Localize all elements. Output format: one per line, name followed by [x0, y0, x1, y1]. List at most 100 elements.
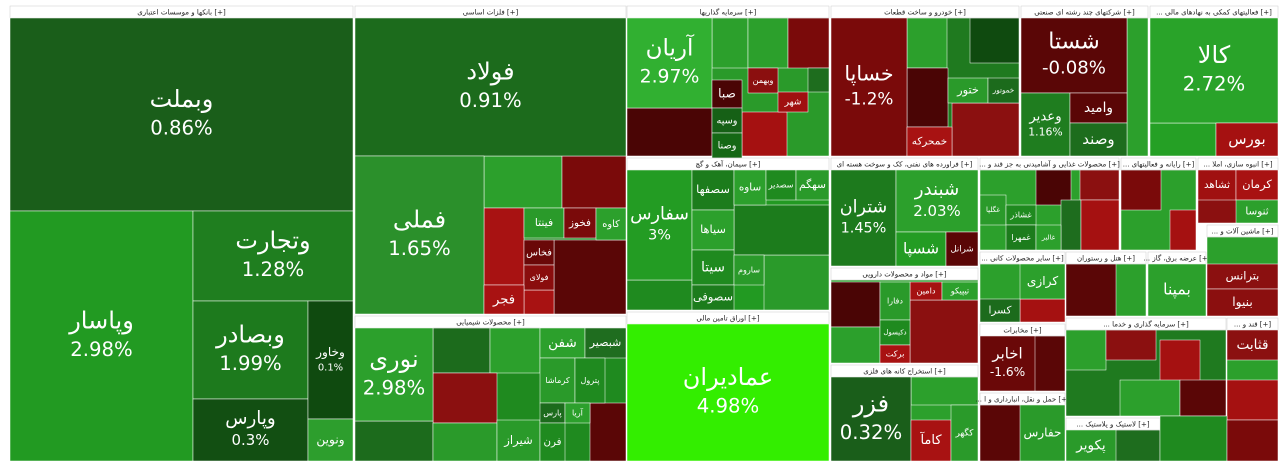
- sector-header[interactable]: [830, 267, 979, 281]
- stock-tile[interactable]: [910, 419, 952, 462]
- stock-tile[interactable]: [830, 17, 908, 157]
- sector-header[interactable]: [1206, 224, 1279, 238]
- stock-tile[interactable]: [879, 344, 911, 364]
- stock-symbol[interactable]: کرماشا: [545, 375, 570, 385]
- stock-symbol[interactable]: برکت: [886, 349, 905, 359]
- stock-symbol[interactable]: فینتا: [535, 216, 553, 229]
- stock-tile[interactable]: [595, 207, 627, 241]
- stock-symbol[interactable]: ثنوسا: [1245, 206, 1268, 218]
- stock-tile[interactable]: [574, 357, 606, 404]
- stock-tile[interactable]: [1020, 17, 1128, 94]
- stock-change[interactable]: 1.99%: [219, 352, 282, 375]
- sector-header[interactable]: [1065, 317, 1227, 331]
- sector-title[interactable]: ... حمل و نقل، انبارداری و ا [+]: [975, 396, 1070, 404]
- stock-symbol[interactable]: کسرا: [989, 305, 1012, 317]
- stock-symbol[interactable]: پترول: [581, 375, 600, 385]
- stock-tile[interactable]: [584, 327, 627, 359]
- stock-symbol[interactable]: حفارس: [1023, 426, 1061, 441]
- stock-tile[interactable]: [733, 169, 767, 206]
- stock-change[interactable]: -1.2%: [845, 88, 894, 108]
- stock-tile[interactable]: [895, 231, 947, 267]
- stock-tile[interactable]: [879, 281, 911, 321]
- stock-symbol[interactable]: ونوین: [316, 433, 344, 448]
- stock-tile[interactable]: [979, 194, 1007, 226]
- stock-symbol[interactable]: شرانل: [950, 245, 973, 255]
- sector-header[interactable]: [626, 5, 830, 19]
- stock-symbol[interactable]: وخاور: [315, 345, 345, 360]
- stock-symbol[interactable]: وتجارت: [235, 227, 310, 255]
- stock-tile[interactable]: [9, 210, 194, 462]
- stock-change[interactable]: 1.65%: [388, 237, 451, 260]
- stock-symbol[interactable]: سصدیر: [768, 180, 794, 190]
- stock-symbol[interactable]: شسپا: [903, 240, 939, 259]
- stock-symbol[interactable]: کامآ: [919, 432, 942, 448]
- stock-symbol[interactable]: فولاد: [466, 58, 514, 86]
- stock-tile[interactable]: [354, 155, 485, 315]
- stock-symbol[interactable]: بنیوا: [1232, 295, 1253, 310]
- stock-tile[interactable]: [830, 376, 912, 462]
- sector-title[interactable]: فراورده های نفتی، کک و سوخت هسته ای [+]: [837, 161, 973, 169]
- stock-symbol[interactable]: فملی: [393, 206, 446, 234]
- stock-tile[interactable]: [307, 300, 354, 420]
- stock-symbol[interactable]: وصند: [1082, 130, 1114, 148]
- stock-tile[interactable]: [777, 91, 809, 113]
- stock-symbol[interactable]: فخوز: [568, 217, 591, 229]
- stock-tile[interactable]: [941, 281, 979, 301]
- sector-title[interactable]: مواد و محصولات دارویی [+]: [862, 271, 946, 279]
- stock-symbol[interactable]: پارس: [543, 408, 562, 418]
- stock-symbol[interactable]: فجر: [492, 293, 515, 308]
- stock-symbol[interactable]: کگهر: [955, 428, 975, 439]
- sector-title[interactable]: اوراق تامین مالی [+]: [696, 315, 759, 323]
- stock-tile[interactable]: [1206, 288, 1279, 317]
- stock-tile[interactable]: [1069, 92, 1128, 124]
- stock-tile[interactable]: [747, 67, 779, 94]
- stock-symbol[interactable]: وامید: [1084, 100, 1113, 116]
- stock-tile[interactable]: [1215, 122, 1279, 157]
- stock-tile[interactable]: [192, 300, 309, 400]
- stock-change[interactable]: 1.45%: [841, 221, 887, 237]
- stock-symbol[interactable]: کالا: [1198, 41, 1231, 69]
- stock-symbol[interactable]: شهر: [784, 98, 802, 108]
- stock-symbol[interactable]: سصفها: [696, 182, 730, 196]
- stock-tile[interactable]: [795, 169, 830, 201]
- stock-symbol[interactable]: فولای: [529, 272, 548, 282]
- stock-tile[interactable]: [496, 419, 541, 462]
- sector-title[interactable]: شرکتهای چند رشته ای صنعتی [+]: [1034, 9, 1135, 17]
- sector-title[interactable]: خودرو و ساخت قطعات [+]: [884, 9, 966, 17]
- sector-title[interactable]: ... انبوه سازی، املا [+]: [1203, 161, 1272, 169]
- stock-symbol[interactable]: شتران: [840, 197, 887, 217]
- stock-symbol[interactable]: سفارس: [630, 204, 689, 224]
- sector-header[interactable]: [1120, 157, 1197, 171]
- sector-header[interactable]: [979, 157, 1120, 171]
- stock-symbol[interactable]: شبصیر: [589, 336, 622, 349]
- stock-symbol[interactable]: وعدیر: [1028, 110, 1061, 125]
- stock-symbol[interactable]: خموتور: [992, 86, 1014, 95]
- stock-symbol[interactable]: عمادیران: [683, 363, 773, 391]
- stock-tile[interactable]: [626, 17, 713, 109]
- stock-tile[interactable]: [1197, 169, 1237, 201]
- sector-header[interactable]: [830, 5, 1020, 19]
- stock-tile[interactable]: [1226, 329, 1279, 361]
- stock-change[interactable]: 0.32%: [840, 421, 903, 444]
- stock-symbol[interactable]: غمهرا: [1011, 232, 1031, 242]
- stock-symbol[interactable]: سصوفی: [693, 290, 733, 305]
- stock-symbol[interactable]: ختور: [956, 83, 979, 98]
- stock-symbol[interactable]: سیتا: [701, 260, 725, 276]
- stock-symbol[interactable]: غالبر: [1041, 234, 1056, 242]
- stock-symbol[interactable]: وبملت: [150, 85, 214, 113]
- sector-title[interactable]: ... لاستیک و پلاستیک [+]: [1076, 421, 1149, 429]
- stock-tile[interactable]: [1149, 17, 1279, 124]
- stock-change[interactable]: -0.08%: [1042, 58, 1106, 79]
- stock-symbol[interactable]: بترانس: [1226, 269, 1260, 284]
- sector-title[interactable]: استخراج کانه های فلزی [+]: [863, 368, 946, 376]
- stock-tile[interactable]: [1019, 263, 1066, 300]
- sector-title[interactable]: محصولات شیمیایی [+]: [456, 319, 525, 327]
- stock-symbol[interactable]: دکیسول: [883, 329, 906, 337]
- stock-tile[interactable]: [733, 254, 765, 286]
- sector-title[interactable]: سیمان، آهک و گچ [+]: [696, 160, 761, 169]
- stock-change[interactable]: 2.03%: [913, 202, 960, 220]
- stock-symbol[interactable]: کرمان: [1242, 177, 1272, 192]
- sector-title[interactable]: ... فعالیتهای کمکی به نهادهای مالی [+]: [1156, 9, 1272, 17]
- stock-tile[interactable]: [539, 422, 566, 462]
- stock-tile[interactable]: [1065, 429, 1117, 462]
